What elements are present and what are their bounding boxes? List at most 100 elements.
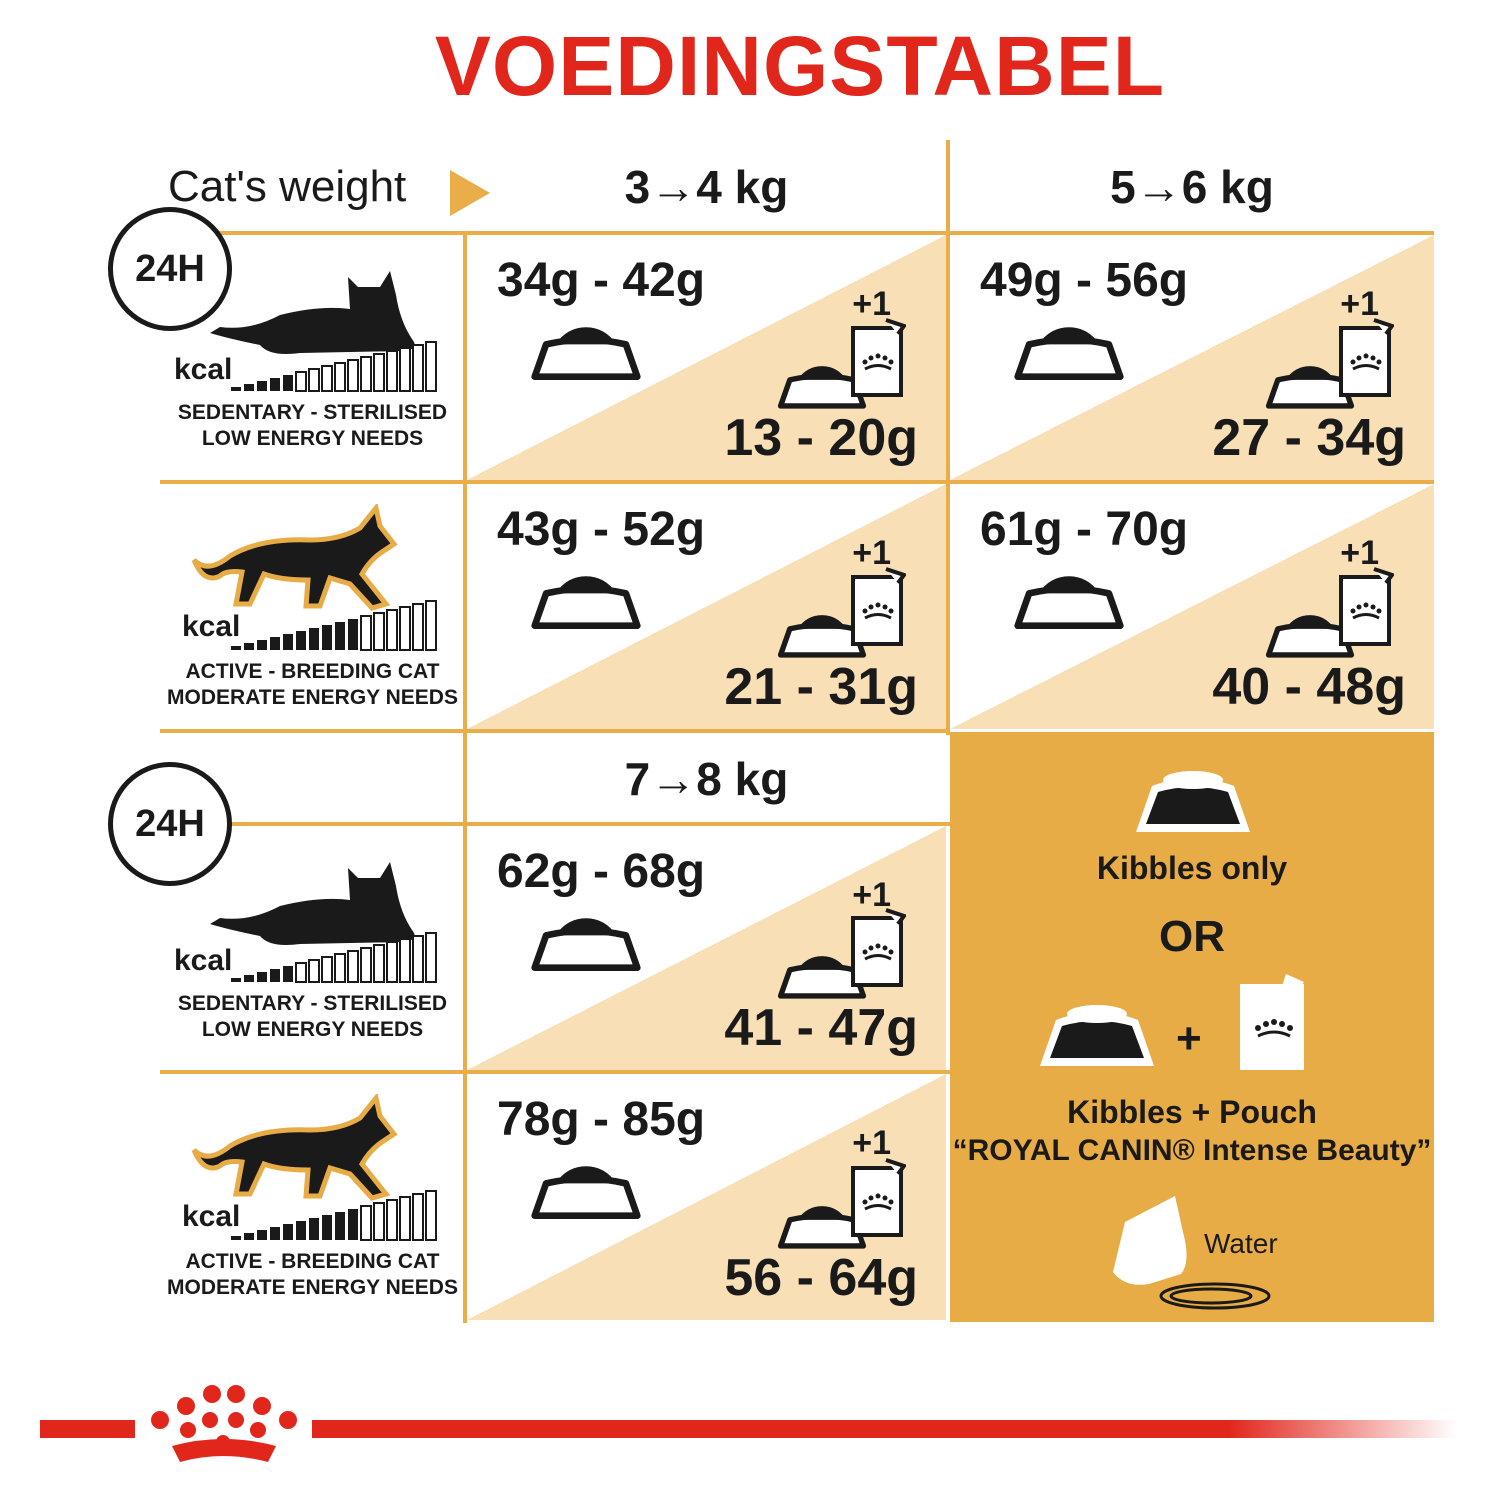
profile-sedentary: kcal SEDENTARY - STERILISED LOW ENERGY N… (160, 235, 465, 480)
energy-needs-label: LOW ENERGY NEEDS (201, 427, 424, 450)
energy-bar (360, 615, 372, 651)
energy-bar (373, 944, 385, 983)
energy-bar (308, 959, 320, 983)
energy-bar (295, 371, 307, 392)
water-label: Water (1204, 1228, 1278, 1259)
energy-bar (309, 628, 319, 650)
energy-level-meter (231, 341, 437, 392)
energy-bar (425, 341, 437, 392)
energy-bar (231, 646, 241, 650)
energy-bar (334, 953, 346, 983)
plus-one-pouch: +1 (852, 285, 891, 323)
divider (160, 480, 1434, 484)
energy-bar (257, 972, 267, 982)
energy-level-meter (231, 1190, 437, 1241)
energy-bar (244, 643, 254, 650)
energy-level-meter (231, 932, 437, 983)
kibbles-pouch-label: Kibbles + Pouch (1067, 1094, 1317, 1130)
brand-bar (312, 1420, 1457, 1438)
energy-bar (335, 622, 345, 650)
kcal-label: kcal (174, 944, 233, 977)
energy-bar (412, 344, 424, 392)
mixed-kibbles-amount: 13 - 20g (724, 409, 918, 467)
energy-bar (244, 384, 254, 391)
energy-bar (270, 969, 280, 982)
walking-cat-icon (191, 1094, 398, 1201)
divider (463, 233, 467, 1323)
mixed-kibbles-amount: 41 - 47g (724, 999, 918, 1057)
energy-bar (296, 631, 306, 650)
kibbles-bowl-icon (1014, 327, 1124, 381)
plus-one-pouch: +1 (852, 534, 891, 572)
energy-bar (334, 362, 346, 392)
energy-bar (373, 1202, 385, 1241)
energy-bar (257, 640, 267, 650)
plus-one-pouch: +1 (852, 1124, 891, 1162)
weight-header-5-6: 5→6 kg (1110, 161, 1274, 213)
energy-bar (348, 619, 358, 650)
clock-label: 24H (135, 803, 205, 845)
energy-bar (244, 975, 254, 982)
mixed-kibbles-amount: 21 - 31g (724, 658, 918, 716)
kibbles-amount: 61g - 70g (980, 503, 1189, 556)
energy-bar (386, 350, 398, 392)
profile-active: kcal ACTIVE - BREEDING CAT MODERATE ENER… (160, 1074, 465, 1319)
kibbles-bowl-icon (531, 1166, 641, 1220)
plus-label: + (1176, 1014, 1202, 1063)
activity-label: SEDENTARY - STERILISED (177, 401, 448, 424)
product-label: “ROYAL CANIN® Intense Beauty” (952, 1134, 1432, 1167)
energy-needs-label: MODERATE ENERGY NEEDS (167, 686, 458, 709)
energy-bar (360, 947, 372, 983)
feeding-cell: 61g - 70g +1 40 - 48g (950, 484, 1434, 729)
plus-one-pouch: +1 (1340, 534, 1379, 572)
energy-bar (335, 1212, 345, 1240)
energy-bar (348, 1209, 358, 1240)
energy-bar (399, 938, 411, 983)
page-title: VOEDINGSTABEL (434, 19, 1166, 113)
activity-label: ACTIVE - BREEDING CAT (185, 660, 440, 683)
pouch-icon (1339, 567, 1394, 646)
kibbles-amount: 62g - 68g (497, 845, 706, 898)
energy-bar (308, 368, 320, 392)
feeding-cell: 49g - 56g +1 27 - 34g (950, 235, 1434, 480)
kibbles-amount: 34g - 42g (497, 254, 706, 307)
energy-needs-label: MODERATE ENERGY NEEDS (167, 1276, 458, 1299)
energy-bar (283, 375, 293, 391)
energy-bar (283, 1224, 293, 1240)
24h-clock-icon: 24H (108, 762, 232, 886)
energy-bar (386, 609, 398, 651)
kibbles-amount: 78g - 85g (497, 1093, 706, 1146)
energy-bar (270, 637, 280, 650)
energy-bar (386, 1199, 398, 1241)
energy-bar (231, 1236, 241, 1240)
pouch-icon (851, 908, 906, 987)
energy-bar (244, 1233, 254, 1240)
cat-drinking-water-icon (1113, 1196, 1271, 1310)
kibbles-only-label: Kibbles only (1096, 850, 1288, 886)
clock-label: 24H (135, 248, 205, 290)
energy-bar (283, 966, 293, 982)
energy-bar (373, 612, 385, 651)
energy-bar (270, 378, 280, 391)
energy-bar (231, 387, 241, 391)
pouch-icon (851, 318, 906, 397)
energy-bar (321, 365, 333, 392)
legend-panel: Kibbles only OR + Kibbles + Pouch “ROYAL… (950, 732, 1434, 1322)
energy-needs-label: LOW ENERGY NEEDS (201, 1018, 424, 1041)
energy-bar (425, 932, 437, 983)
energy-bar (296, 1221, 306, 1240)
energy-bar (295, 962, 307, 983)
kcal-label: kcal (182, 1200, 241, 1233)
weight-header-7-8: 7→8 kg (624, 753, 789, 805)
feeding-cell: 78g - 85g +1 56 - 64g (467, 1074, 946, 1320)
divider (200, 822, 950, 826)
energy-bar (399, 1196, 411, 1241)
energy-bar (399, 347, 411, 392)
energy-bar (321, 956, 333, 983)
feeding-cell: 62g - 68g +1 41 - 47g (467, 826, 946, 1070)
pouch-icon (851, 567, 906, 646)
energy-bar (373, 353, 385, 392)
walking-cat-icon (191, 504, 398, 611)
pouch-icon (851, 1158, 906, 1237)
divider (946, 140, 950, 735)
